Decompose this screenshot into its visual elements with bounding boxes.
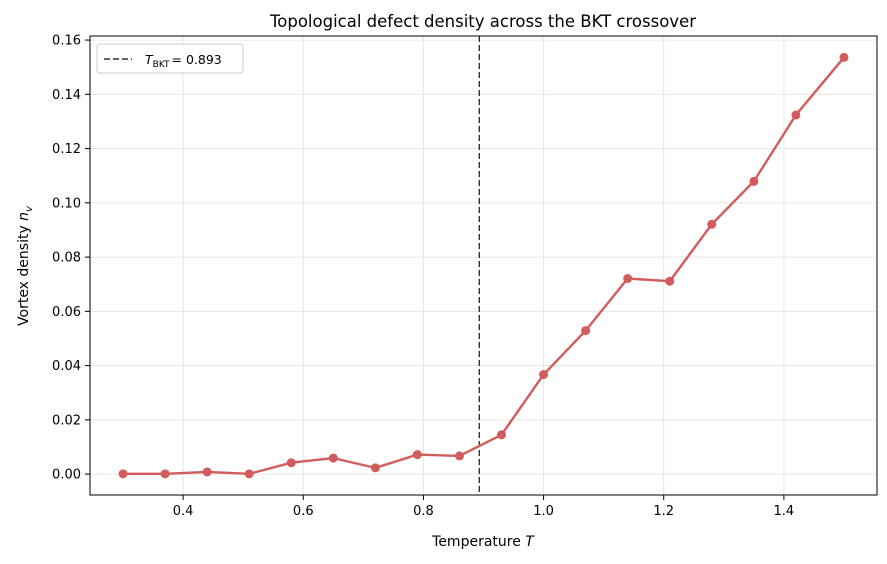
y-tick-label: 0.10 bbox=[52, 196, 81, 211]
legend-label-value: = 0.893 bbox=[172, 52, 222, 67]
data-point bbox=[160, 469, 170, 479]
x-axis-label-text: Temperature bbox=[431, 534, 521, 550]
data-point bbox=[370, 463, 380, 473]
x-tick-label: 0.8 bbox=[413, 504, 434, 519]
legend-label-sub: BKT bbox=[153, 60, 170, 70]
legend-box bbox=[96, 43, 244, 74]
chart-title: Topological defect density across the BK… bbox=[269, 12, 696, 31]
data-point bbox=[412, 450, 422, 460]
data-point bbox=[244, 469, 254, 479]
data-points bbox=[118, 52, 849, 479]
x-tick-label: 1.0 bbox=[533, 504, 554, 519]
legend-label: TBKT = 0.893 bbox=[145, 52, 222, 70]
y-tick-label: 0.02 bbox=[52, 413, 81, 428]
data-point bbox=[749, 176, 759, 186]
x-tick-label: 1.4 bbox=[774, 504, 795, 519]
grid bbox=[90, 36, 877, 495]
ticks: 0.4 0.6 0.8 1.0 1.2 1.4 0.00 0.02 0.04 0.06 0.08 0.… bbox=[52, 34, 794, 519]
y-tick-label: 0.04 bbox=[52, 359, 81, 374]
y-tick-label: 0.08 bbox=[52, 251, 81, 266]
data-point bbox=[454, 451, 464, 461]
series-line bbox=[123, 56, 845, 476]
y-tick-label: 0.16 bbox=[52, 34, 81, 49]
data-point bbox=[707, 219, 717, 229]
x-axis-label: Temperature T bbox=[431, 534, 535, 550]
data-point bbox=[623, 274, 633, 284]
data-point bbox=[539, 370, 549, 380]
data-point bbox=[581, 326, 591, 336]
y-tick-label: 0.12 bbox=[52, 142, 81, 157]
legend: TBKT = 0.893 bbox=[96, 43, 244, 74]
data-point bbox=[839, 52, 849, 62]
data-point bbox=[497, 430, 507, 440]
data-point bbox=[202, 467, 212, 477]
y-axis-label-sub: v bbox=[24, 205, 35, 212]
data-point bbox=[665, 276, 675, 286]
y-axis-label-text: Vortex density bbox=[16, 225, 32, 326]
y-tick-label: 0.14 bbox=[52, 88, 81, 103]
data-point bbox=[286, 458, 296, 468]
x-axis-label-var: T bbox=[525, 534, 535, 550]
x-tick-label: 0.4 bbox=[173, 504, 194, 519]
data-point bbox=[118, 469, 128, 479]
data-point bbox=[328, 453, 338, 463]
y-tick-label: 0.06 bbox=[52, 305, 81, 320]
y-tick-label: 0.00 bbox=[52, 468, 81, 483]
x-tick-label: 0.6 bbox=[293, 504, 314, 519]
y-axis-label: Vortex density nv bbox=[16, 205, 35, 326]
x-tick-label: 1.2 bbox=[653, 504, 674, 519]
legend-label-sym: T bbox=[145, 52, 154, 67]
y-axis-label-var: n bbox=[16, 212, 32, 221]
plot-frame bbox=[89, 35, 878, 496]
data-point bbox=[791, 110, 801, 120]
